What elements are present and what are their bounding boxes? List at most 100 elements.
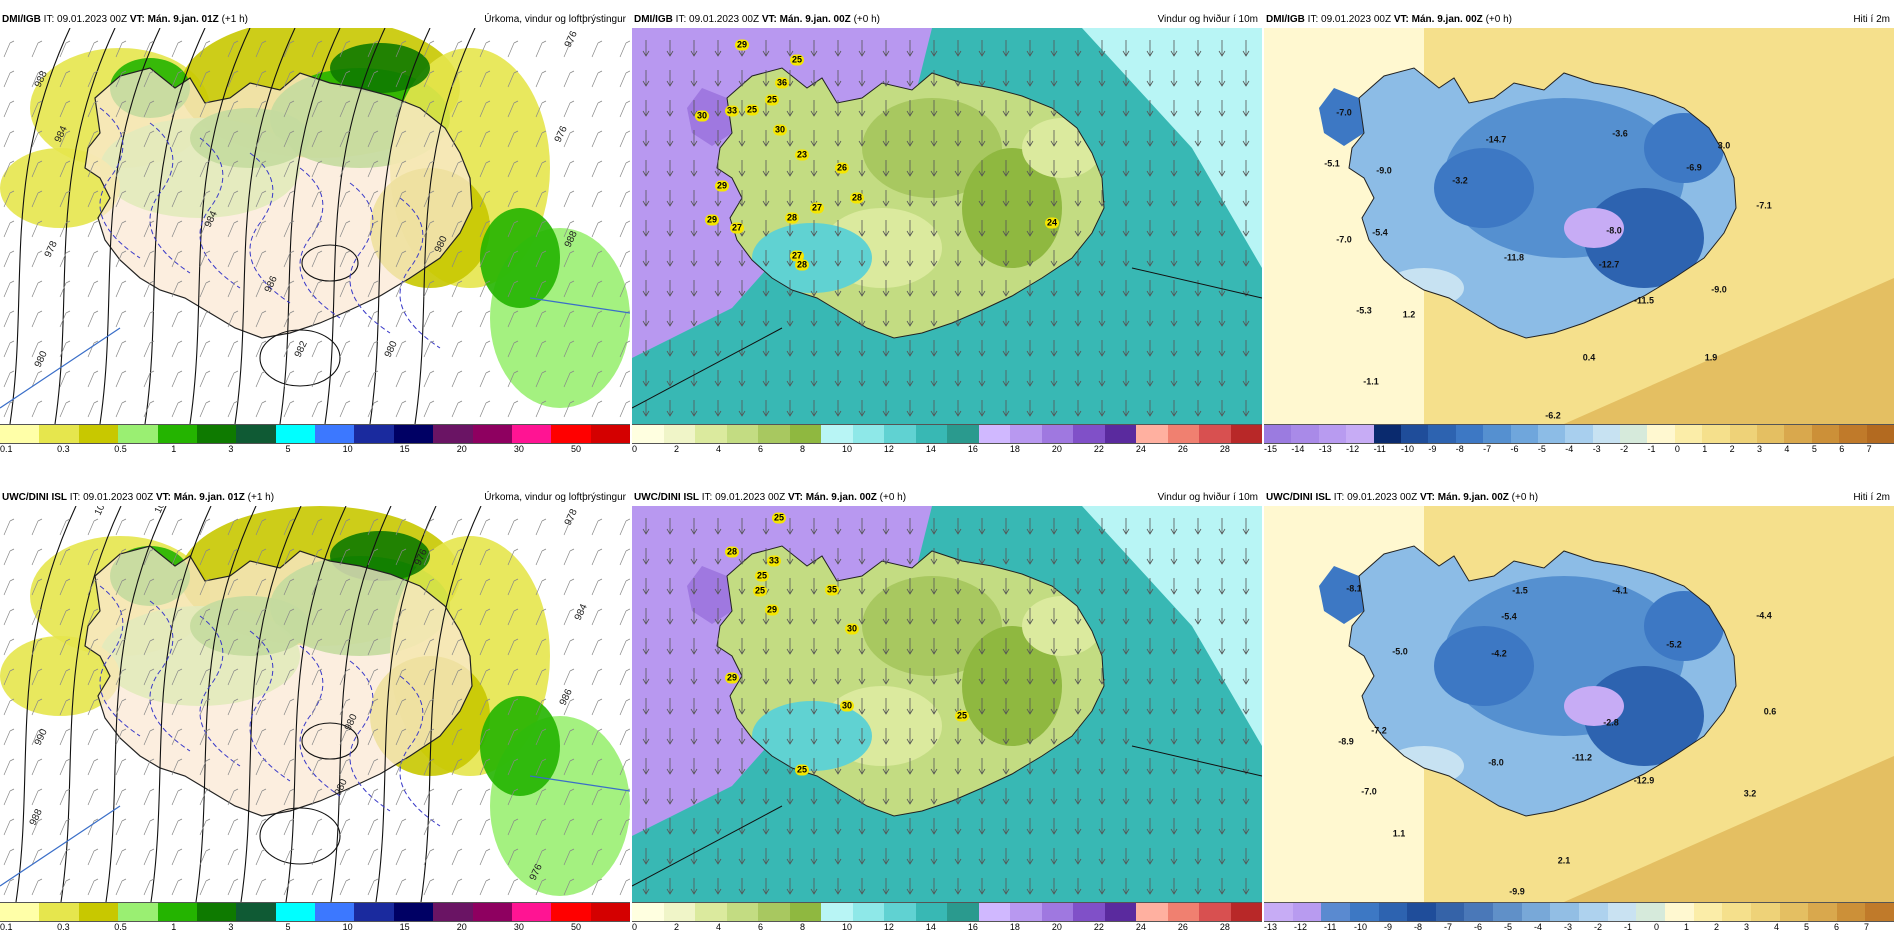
- colorbar-tick-label: 4: [1784, 444, 1790, 454]
- temperature-label: 3.0: [1717, 140, 1731, 151]
- colorbar-tick-label: 18: [1009, 444, 1020, 454]
- gust-label: 27: [790, 250, 804, 262]
- colorbar-swatch: [1779, 903, 1809, 921]
- colorbar-swatch: [433, 425, 473, 443]
- colorbar-tick-label: -2: [1594, 922, 1603, 932]
- colorbar-swatch: [1230, 425, 1262, 443]
- model-name: DMI/IGB: [2, 14, 41, 25]
- colorbar-swatch: [884, 425, 916, 443]
- colorbar-swatch: [1264, 903, 1293, 921]
- colorbar-tick-label: 28: [1219, 922, 1230, 932]
- temperature-label: -5.3: [1356, 305, 1372, 316]
- init-time: IT: 09.01.2023 00Z: [43, 14, 128, 25]
- colorbar-swatch: [789, 903, 821, 921]
- colorbar-tick-label: 0: [632, 444, 638, 454]
- colorbar-swatch: [1757, 425, 1785, 443]
- temperature-label: -5.2: [1666, 639, 1682, 650]
- colorbar-swatch: [632, 425, 664, 443]
- colorbar-swatch: [196, 425, 237, 443]
- colorbar-swatch: [852, 903, 884, 921]
- gust-label: 28: [795, 259, 809, 271]
- colorbar-tick-label: 8: [799, 444, 805, 454]
- colorbar-swatch: [1836, 903, 1866, 921]
- colorbar-tick-label: -1: [1624, 922, 1633, 932]
- init-time: IT: 09.01.2023 00Z: [701, 492, 786, 503]
- colorbar-tick-label: 5: [1804, 922, 1810, 932]
- colorbar-tick-label: 3: [228, 922, 234, 932]
- temperature-label: -7.0: [1361, 786, 1377, 797]
- colorbar-swatch: [472, 903, 512, 921]
- colorbar-tick-label: 30: [513, 444, 524, 454]
- colorbar-tick-label: 4: [715, 922, 721, 932]
- temperature-label: 0.4: [1582, 352, 1596, 363]
- colorbar-swatch: [511, 903, 552, 921]
- colorbar-swatch: [315, 903, 355, 921]
- colorbar-tick-label: -6: [1510, 444, 1519, 454]
- panel-uwc-wind: UWC/DINI ISL IT: 09.01.2023 00Z VT: Mán.…: [632, 490, 1262, 950]
- colorbar-tick-label: -9: [1384, 922, 1393, 932]
- gust-label: 28: [850, 192, 864, 204]
- temperature-label: -5.0: [1392, 646, 1408, 657]
- colorbar-tick-label: -12: [1346, 444, 1360, 454]
- colorbar-tick-label: 2: [1714, 922, 1720, 932]
- colorbar-tick-label: -9: [1428, 444, 1437, 454]
- map-precip: 988 984 976 980 976 982 978 980 988 986 980 984: [0, 28, 630, 424]
- colorbar-tick-label: 12: [883, 922, 894, 932]
- colorbar-tick-label: -4: [1565, 444, 1574, 454]
- colorbar-tick-label: 6: [1839, 444, 1845, 454]
- colorbar-swatch: [1483, 425, 1511, 443]
- temperature-label: -3.6: [1612, 128, 1628, 139]
- colorbar-tick-label: 15: [399, 444, 410, 454]
- temperature-label: -6.9: [1686, 162, 1702, 173]
- gust-label: 28: [785, 212, 799, 224]
- colorbar-tick-label: -7: [1444, 922, 1453, 932]
- colorbar-swatch: [511, 425, 552, 443]
- colorbar-tick-label: 26: [1177, 922, 1188, 932]
- temperature-label: 1.2: [1402, 309, 1416, 320]
- colorbar-tick-label: 0: [1674, 444, 1680, 454]
- temperature-label: 1.9: [1704, 352, 1718, 363]
- colorbar-swatch: [1579, 903, 1608, 921]
- colorbar-swatch: [1010, 903, 1042, 921]
- colorbar-swatch: [1136, 425, 1168, 443]
- colorbar-precip: 0.1 0.3 0.5 1 3 5 10 15 20 30 50: [0, 424, 630, 460]
- colorbar-swatch: [1264, 425, 1292, 443]
- panel-title: Úrkoma, vindur og loftþrýstingur: [484, 492, 626, 503]
- temperature-label: -7.0: [1336, 107, 1352, 118]
- colorbar-tick-label: 3: [1744, 922, 1750, 932]
- gust-label: 29: [765, 604, 779, 616]
- temperature-label: -9.0: [1376, 165, 1392, 176]
- valid-time: VT: Mán. 9.jan. 01Z: [129, 14, 219, 25]
- temperature-label: -11.8: [1503, 252, 1525, 263]
- colorbar-tick-label: -11: [1373, 444, 1386, 454]
- colorbar-tick-label: 0.1: [0, 922, 13, 932]
- temperature-label: -7.1: [1756, 200, 1772, 211]
- colorbar-tick-label: 10: [841, 922, 852, 932]
- panel-uwc-temp: UWC/DINI ISL IT: 09.01.2023 00Z VT: Mán.…: [1264, 490, 1895, 950]
- colorbar-tick-label: 1: [1684, 922, 1690, 932]
- colorbar-swatch: [758, 425, 790, 443]
- colorbar-swatch: [1493, 903, 1522, 921]
- colorbar-swatch: [590, 903, 630, 921]
- gust-label: 29: [715, 180, 729, 192]
- temperature-label: -1.5: [1512, 585, 1528, 596]
- colorbar-swatch: [315, 425, 355, 443]
- panel-title: Vindur og hviður í 10m: [1157, 492, 1258, 503]
- colorbar-swatch: [1693, 903, 1723, 921]
- colorbar-tick-label: -6: [1474, 922, 1483, 932]
- colorbar-swatch: [1592, 425, 1621, 443]
- colorbar-tick-label: 0: [1654, 922, 1660, 932]
- colorbar-tick-label: 10: [342, 922, 353, 932]
- colorbar-tick-label: 12: [883, 444, 894, 454]
- colorbar-tick-label: -12: [1294, 922, 1308, 932]
- panel-header: DMI/IGB IT: 09.01.2023 00Z VT: Mán. 9.ja…: [632, 12, 1262, 28]
- gust-label: 36: [775, 77, 789, 89]
- colorbar-swatch: [1428, 425, 1456, 443]
- temperature-label: -8.0: [1606, 225, 1622, 236]
- colorbar-swatch: [0, 903, 40, 921]
- colorbar-swatch: [236, 903, 276, 921]
- panel-dmi-temp: DMI/IGB IT: 09.01.2023 00Z VT: Mán. 9.ja…: [1264, 12, 1894, 472]
- colorbar-swatch: [551, 425, 591, 443]
- temperature-label: -2.8: [1603, 717, 1619, 728]
